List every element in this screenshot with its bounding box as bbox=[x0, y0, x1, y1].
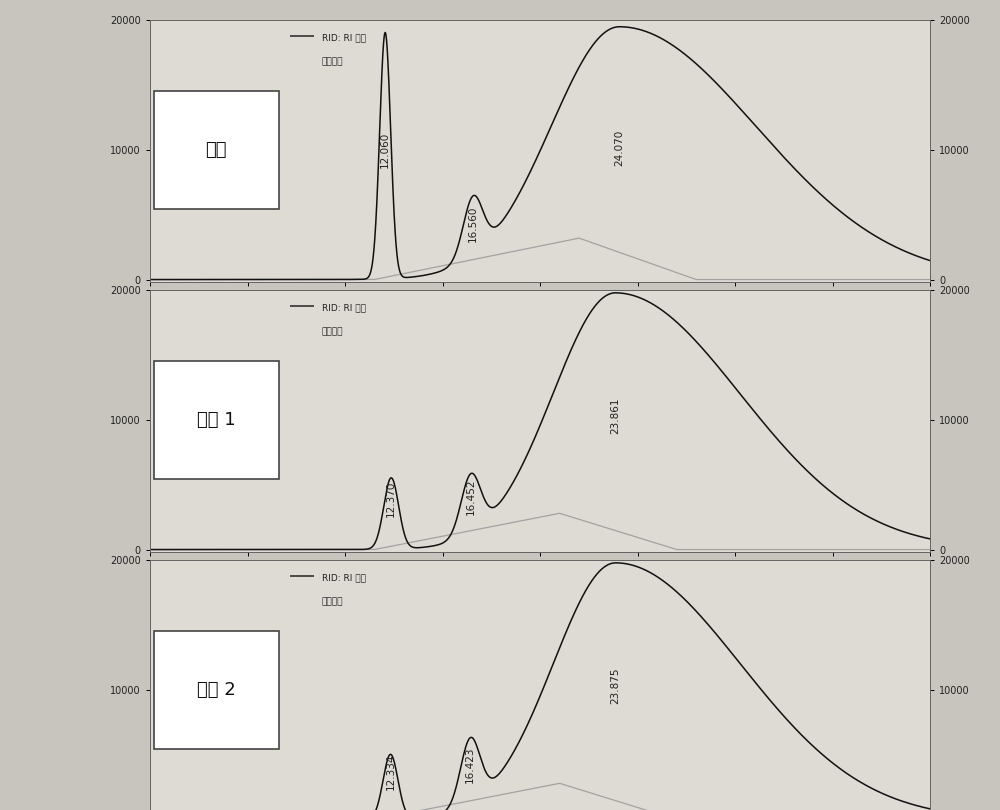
FancyBboxPatch shape bbox=[154, 361, 279, 479]
Text: 保留时间: 保留时间 bbox=[322, 327, 343, 336]
Text: 标样: 标样 bbox=[206, 141, 227, 159]
Text: 保留时间: 保留时间 bbox=[322, 597, 343, 606]
Text: 实例 2: 实例 2 bbox=[197, 681, 236, 699]
Text: RID: RI 信号: RID: RI 信号 bbox=[322, 33, 366, 42]
Text: 12.060: 12.060 bbox=[380, 132, 390, 168]
Text: 保留时间: 保留时间 bbox=[322, 57, 343, 66]
Text: 16.560: 16.560 bbox=[468, 206, 478, 242]
Text: 16.452: 16.452 bbox=[466, 479, 476, 515]
Text: RID: RI 信号: RID: RI 信号 bbox=[322, 304, 366, 313]
Text: 24.070: 24.070 bbox=[614, 130, 624, 166]
Text: 16.423: 16.423 bbox=[465, 746, 475, 782]
Text: 23.875: 23.875 bbox=[611, 667, 621, 704]
Text: 12.370: 12.370 bbox=[386, 481, 396, 518]
Text: RID: RI 信号: RID: RI 信号 bbox=[322, 573, 366, 582]
FancyBboxPatch shape bbox=[154, 91, 279, 209]
Text: 实例 1: 实例 1 bbox=[197, 411, 236, 428]
Text: 23.861: 23.861 bbox=[610, 398, 620, 434]
FancyBboxPatch shape bbox=[154, 631, 279, 748]
Text: 12.334: 12.334 bbox=[386, 754, 396, 791]
